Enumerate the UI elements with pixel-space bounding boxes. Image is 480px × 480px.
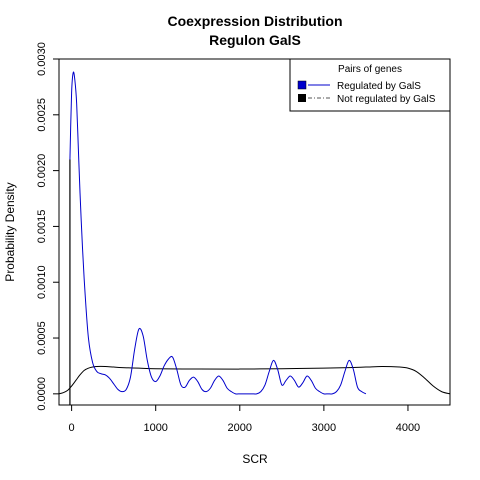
x-axis: 0 1000 2000 3000 4000 [69, 405, 420, 434]
chart-title: Coexpression Distribution [167, 13, 342, 29]
legend: Pairs of genes Regulated by GalS Not reg… [289, 58, 451, 112]
x-tick-label: 4000 [396, 422, 420, 434]
x-tick-label: 0 [69, 422, 75, 434]
legend-title: Pairs of genes [338, 64, 402, 75]
y-tick-label: 0.0030 [36, 42, 48, 76]
series-layer [59, 71, 450, 405]
series-line-not-regulated [59, 365, 450, 395]
y-tick-label: 0.0020 [36, 154, 48, 188]
x-tick-label: 2000 [228, 422, 252, 434]
y-tick-label: 0.0010 [36, 265, 48, 299]
series-line-regulated [69, 71, 367, 395]
legend-swatch-regulated [297, 80, 307, 90]
x-tick-label: 3000 [312, 422, 336, 434]
chart-subtitle: Regulon GalS [209, 32, 301, 48]
legend-swatch-not-regulated [298, 94, 306, 102]
y-tick-label: 0.0005 [36, 321, 48, 355]
y-axis-label: Probability Density [3, 182, 17, 281]
plot-frame [58, 58, 451, 406]
y-tick-label: 0.0015 [36, 210, 48, 244]
legend-entry-regulated: Regulated by GalS [337, 81, 421, 92]
legend-entry-not-regulated: Not regulated by GalS [337, 94, 436, 105]
x-tick-label: 1000 [143, 422, 167, 434]
y-axis: 0.0000 0.0005 0.0010 0.0015 0.0020 0.0025 0.00… [36, 42, 59, 411]
x-axis-label: SCR [242, 452, 268, 466]
y-tick-label: 0.0025 [36, 98, 48, 132]
y-tick-label: 0.0000 [36, 377, 48, 411]
